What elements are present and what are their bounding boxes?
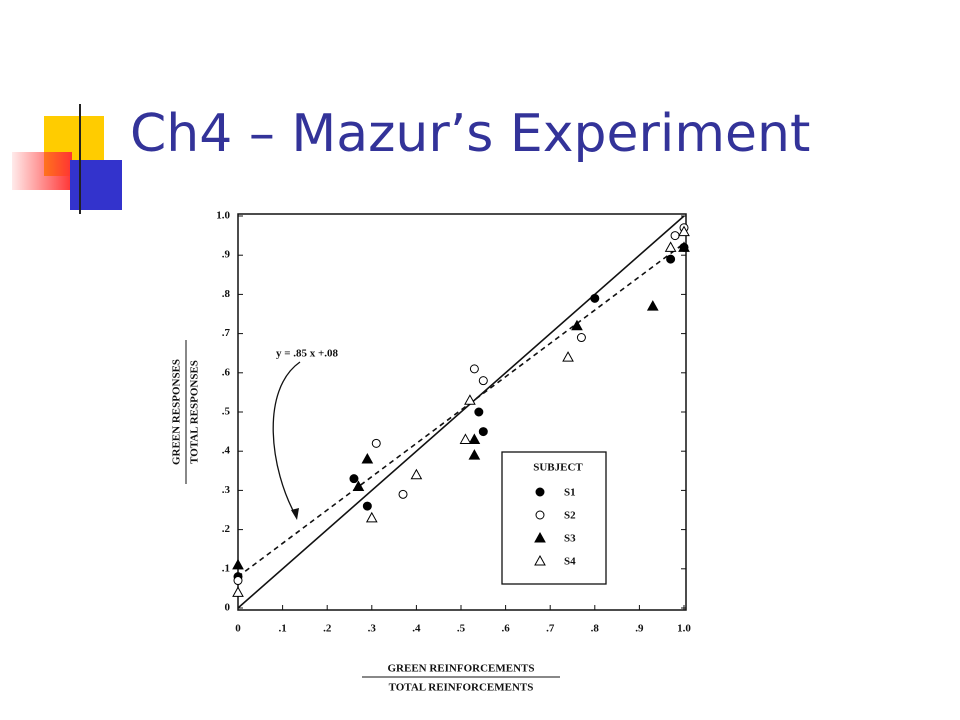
x-tick-label: .2	[323, 623, 332, 635]
point	[664, 241, 677, 252]
legend-title: SUBJECT	[533, 462, 583, 474]
y-tick-label: .7	[222, 327, 231, 339]
legend-label: S3	[564, 533, 576, 545]
y-tick-label: .9	[222, 249, 231, 261]
y-axis-label-part: TOTAL RESPONSES	[189, 360, 201, 464]
slide-title: Ch4 – Mazur’s Experiment	[130, 104, 811, 164]
x-tick-label: .5	[457, 623, 466, 635]
legend-box	[501, 451, 607, 585]
point	[459, 433, 472, 444]
point	[232, 558, 244, 570]
fit-line	[237, 242, 685, 578]
point	[468, 449, 481, 460]
point	[468, 433, 481, 444]
y-tick-label: 1.0	[216, 210, 230, 222]
x-axis-label: GREEN REINFORCEMENTS	[388, 663, 535, 675]
x-tick-label: .8	[591, 623, 600, 635]
point	[646, 300, 659, 311]
y-tick-label: .5	[222, 406, 231, 418]
annotation-arrow	[272, 361, 301, 517]
y-axis-label-part: GREEN RESPONSES	[171, 359, 183, 465]
x-axis-label: TOTAL REINFORCEMENTS	[389, 682, 534, 694]
point	[410, 468, 423, 480]
y-tick-label: .1	[222, 562, 230, 574]
annotation: y = .85 x +.08	[276, 348, 339, 360]
legend-marker	[534, 554, 546, 566]
y-tick-label: .2	[222, 523, 231, 535]
point	[474, 407, 484, 417]
legend-marker	[535, 510, 545, 520]
x-tick-label: .1	[278, 623, 286, 635]
y-tick-label: 0	[225, 602, 231, 614]
point	[576, 333, 586, 343]
legend-label: S4	[564, 556, 576, 568]
legend-label: S1	[564, 487, 576, 499]
x-tick-label: 1.0	[677, 623, 691, 635]
point	[361, 453, 374, 464]
point	[371, 438, 381, 448]
point	[365, 511, 378, 523]
point	[362, 501, 372, 511]
fit-line	[237, 215, 685, 609]
point	[398, 489, 408, 499]
point	[478, 427, 488, 437]
x-tick-label: .3	[368, 623, 377, 635]
point	[571, 319, 583, 331]
point	[464, 394, 476, 405]
x-tick-label: 0	[235, 623, 241, 635]
x-tick-label: .7	[546, 623, 555, 635]
point	[232, 586, 244, 597]
y-tick-label: .3	[222, 484, 231, 496]
point	[562, 351, 574, 362]
point	[352, 480, 365, 491]
x-tick-label: .6	[501, 623, 510, 635]
y-tick-label: .8	[222, 288, 231, 300]
x-tick-label: .9	[635, 623, 644, 635]
y-tick-label: .6	[222, 366, 231, 378]
point	[678, 241, 690, 252]
y-axis-label: GREEN RESPONSES TOTAL RESPONSES	[171, 340, 201, 484]
y-tick-label: .4	[222, 445, 231, 457]
legend-marker	[534, 531, 546, 543]
point	[233, 576, 243, 586]
legend-label: S2	[564, 510, 576, 522]
point	[678, 225, 690, 237]
point	[478, 376, 488, 386]
point	[469, 364, 479, 374]
deco-square	[12, 152, 72, 190]
point	[349, 474, 359, 484]
arrow-head	[291, 508, 299, 520]
deco-square	[70, 160, 122, 210]
point	[666, 254, 676, 264]
point	[590, 293, 600, 303]
legend-marker	[535, 487, 545, 497]
point	[670, 231, 680, 241]
x-tick-label: .4	[412, 623, 421, 635]
